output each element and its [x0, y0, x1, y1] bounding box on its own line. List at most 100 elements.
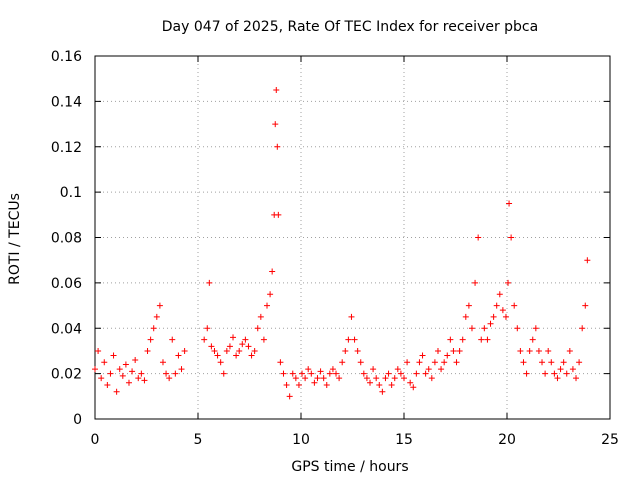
- data-point: [320, 375, 327, 382]
- data-point: [401, 375, 407, 382]
- data-point: [135, 375, 142, 382]
- data-point: [119, 372, 126, 379]
- data-point: [529, 336, 536, 343]
- data-point: [204, 325, 211, 332]
- x-tick-label: 10: [292, 432, 310, 448]
- data-point: [275, 211, 282, 218]
- data-point: [326, 370, 333, 377]
- data-point: [236, 347, 243, 354]
- data-point: [348, 313, 355, 320]
- data-point: [526, 347, 533, 354]
- data-point: [132, 357, 139, 364]
- data-point: [206, 279, 213, 286]
- data-point: [223, 347, 230, 354]
- x-tick-label: 25: [601, 432, 619, 448]
- data-point: [397, 370, 404, 377]
- data-point: [283, 381, 290, 388]
- data-point: [523, 370, 530, 377]
- data-point: [462, 313, 469, 320]
- data-point: [475, 234, 482, 241]
- data-point: [573, 375, 580, 382]
- data-point: [505, 279, 512, 286]
- data-point: [317, 368, 324, 375]
- data-point: [563, 370, 570, 377]
- data-point: [110, 352, 117, 359]
- data-point: [169, 336, 176, 343]
- grid-lines: [95, 56, 610, 419]
- data-point: [92, 366, 98, 373]
- data-point: [542, 370, 549, 377]
- data-point: [557, 366, 564, 373]
- data-point: [159, 359, 166, 366]
- y-tick-label: 0.16: [51, 49, 82, 65]
- data-point: [289, 370, 296, 377]
- data-point: [410, 384, 417, 391]
- data-point: [267, 291, 274, 298]
- x-tick-labels: 0 5 10 15 20 25: [91, 432, 619, 448]
- data-point: [459, 336, 466, 343]
- chart-title: Day 047 of 2025, Rate Of TEC Index for r…: [162, 19, 538, 35]
- data-point: [299, 370, 306, 377]
- data-point: [274, 143, 281, 150]
- data-point: [172, 370, 179, 377]
- data-point: [147, 336, 154, 343]
- x-tick-label: 5: [194, 432, 203, 448]
- data-point: [269, 268, 276, 275]
- y-axis-label: ROTI / TECUs: [7, 193, 23, 285]
- data-point: [569, 366, 576, 373]
- x-tick-label: 0: [91, 432, 100, 448]
- data-point: [226, 343, 233, 350]
- data-point: [413, 370, 420, 377]
- data-point: [153, 313, 160, 320]
- data-point: [166, 375, 173, 382]
- data-point: [431, 359, 438, 366]
- data-point: [532, 325, 539, 332]
- data-point: [150, 325, 157, 332]
- data-point: [465, 302, 472, 309]
- data-point: [201, 336, 208, 343]
- data-point: [484, 336, 491, 343]
- y-tick-label: 0.04: [51, 321, 82, 337]
- data-point: [286, 393, 293, 400]
- x-tick-label: 15: [395, 432, 413, 448]
- x-axis-label: GPS time / hours: [291, 459, 408, 475]
- data-point: [113, 388, 120, 395]
- y-tick-label: 0: [73, 412, 82, 428]
- data-point: [478, 336, 485, 343]
- data-point: [487, 320, 494, 327]
- data-point: [582, 302, 589, 309]
- data-point: [545, 347, 552, 354]
- data-point: [404, 359, 411, 366]
- data-point: [329, 366, 336, 373]
- data-point: [560, 359, 567, 366]
- data-point: [339, 359, 346, 366]
- data-point: [584, 257, 591, 264]
- data-point: [450, 347, 457, 354]
- data-point: [163, 370, 170, 377]
- data-point: [333, 370, 340, 377]
- data-point: [517, 347, 524, 354]
- data-point: [548, 359, 555, 366]
- data-point: [214, 352, 221, 359]
- data-point: [535, 347, 542, 354]
- data-point: [468, 325, 475, 332]
- data-point: [373, 375, 380, 382]
- data-point: [385, 370, 392, 377]
- data-point: [217, 359, 224, 366]
- data-point: [98, 375, 105, 382]
- data-point: [104, 381, 111, 388]
- data-point: [230, 334, 237, 341]
- y-tick-label: 0.14: [51, 94, 82, 110]
- data-point: [496, 291, 503, 298]
- data-point: [502, 313, 509, 320]
- data-point: [308, 370, 315, 377]
- data-point: [314, 375, 321, 382]
- y-tick-label: 0.06: [51, 276, 82, 292]
- data-point: [506, 200, 513, 207]
- data-point: [493, 302, 500, 309]
- data-point: [311, 379, 318, 386]
- data-point: [434, 347, 441, 354]
- data-point: [419, 352, 426, 359]
